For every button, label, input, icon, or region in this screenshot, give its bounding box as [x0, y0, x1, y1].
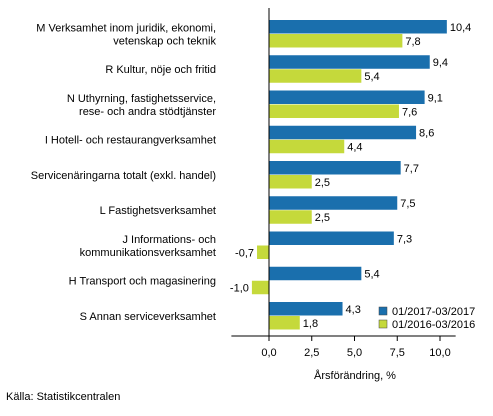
legend-swatch [378, 319, 388, 329]
bar-current-2 [269, 90, 425, 104]
category-label: R Kultur, nöje och fritid [105, 64, 216, 76]
bar-previous-7 [251, 280, 269, 295]
legend-swatch [378, 306, 388, 316]
data-label: 9,4 [433, 57, 448, 69]
data-label: 7,6 [402, 106, 417, 118]
data-label: 7,3 [397, 233, 412, 245]
data-label: 5,4 [364, 269, 379, 281]
category-label: kommunikationsverksamhet [80, 247, 216, 259]
bars-layer [251, 20, 447, 330]
category-label: vetenskap och teknik [113, 35, 216, 47]
x-tick-label: 2,5 [304, 347, 319, 359]
category-label: J Informations- och [122, 234, 216, 246]
x-axis-title: Årsförändring, % [314, 369, 396, 382]
data-label: -0,7 [235, 247, 254, 259]
source-note: Källa: Statistikcentralen [6, 391, 121, 403]
legend-label: 01/2017-03/2017 [392, 306, 475, 318]
data-label: 7,5 [400, 198, 415, 210]
x-axis: 0,0 2,5 5,0 7,5 10,0 [231, 8, 456, 359]
data-label: 7,8 [405, 36, 420, 48]
x-tick-label: 7,5 [390, 347, 405, 359]
category-labels: M Verksamhet inom juridik, ekonomi,veten… [31, 22, 217, 323]
x-tick-label: 10,0 [429, 347, 450, 359]
bar-current-5 [269, 196, 398, 210]
data-label: 4,3 [346, 304, 361, 316]
bar-previous-6 [257, 245, 269, 259]
data-label: -1,0 [230, 283, 249, 295]
bar-previous-1 [269, 69, 362, 83]
bar-current-3 [269, 125, 417, 140]
category-label: N Uthyrning, fastighetsservice, [67, 93, 216, 105]
data-label: 8,6 [419, 128, 434, 140]
bar-previous-8 [269, 316, 300, 330]
bar-previous-3 [269, 139, 345, 154]
legend-label: 01/2016-03/2016 [392, 319, 475, 331]
data-label: 10,4 [450, 22, 471, 34]
data-label: 7,7 [404, 163, 419, 175]
category-label: Servicenäringarna totalt (exkl. handel) [31, 170, 216, 182]
bar-current-4 [269, 161, 401, 175]
data-label: 2,5 [315, 177, 330, 189]
data-label: 1,8 [303, 318, 318, 330]
data-label: 2,5 [315, 212, 330, 224]
category-label: S Annan serviceverksamhet [80, 311, 216, 323]
bar-current-0 [269, 20, 447, 34]
x-tick-label: 0,0 [261, 347, 276, 359]
category-label: I Hotell- och restaurangverksamhet [45, 135, 216, 147]
bar-previous-2 [269, 104, 399, 118]
data-label: 4,4 [347, 142, 362, 154]
bar-current-7 [269, 266, 362, 281]
bar-current-1 [269, 55, 430, 69]
category-label: rese- och andra stödtjänster [79, 106, 216, 118]
bar-previous-4 [269, 175, 312, 189]
value-labels: 10,4 7,8 9,4 5,4 9,1 7,68,6 4,4 7,7 2,5 7,5 2,5 7,3… [230, 22, 471, 330]
category-label: H Transport och magasinering [69, 276, 216, 288]
bar-previous-5 [269, 210, 312, 224]
category-label: L Fastighetsverksamhet [100, 205, 216, 217]
data-label: 9,1 [428, 92, 443, 104]
bar-previous-0 [269, 34, 403, 48]
data-label: 5,4 [364, 71, 379, 83]
category-label: M Verksamhet inom juridik, ekonomi, [36, 22, 216, 34]
x-tick-label: 5,0 [347, 347, 362, 359]
bar-current-8 [269, 302, 343, 316]
bar-current-6 [269, 231, 394, 245]
